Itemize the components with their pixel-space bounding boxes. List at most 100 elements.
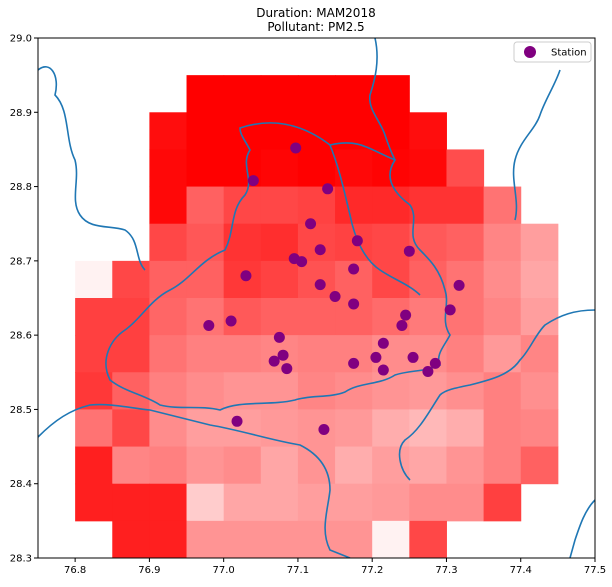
heatmap-cell	[520, 409, 559, 448]
heatmap-cell	[297, 335, 336, 373]
district-boundary-main	[105, 122, 451, 411]
heatmap-cell	[483, 483, 522, 522]
legend: Station	[513, 41, 592, 63]
station-point	[281, 363, 293, 375]
station-point	[296, 256, 308, 268]
heatmap-cell	[149, 372, 188, 410]
heatmap-cell	[335, 75, 373, 113]
heatmap-cell	[446, 186, 485, 225]
heatmap-cell	[409, 186, 447, 225]
plot-frame	[37, 37, 596, 559]
station-point	[322, 183, 334, 195]
heatmap-cell	[223, 75, 262, 113]
heatmap-cell	[372, 186, 410, 225]
station-point	[318, 423, 330, 435]
heatmap-cell	[149, 223, 188, 262]
heatmap-cell	[149, 446, 188, 485]
heatmap-cell	[446, 409, 485, 448]
heatmap-cell	[335, 186, 373, 225]
station-point	[377, 364, 389, 376]
y-tick-label: 28.3	[10, 554, 32, 565]
station-point	[329, 291, 341, 303]
heatmap-cell	[520, 372, 559, 410]
heatmap-cell	[260, 75, 299, 113]
heatmap-cell	[149, 186, 188, 225]
heatmap-cell	[149, 409, 188, 448]
heatmap-cell	[223, 520, 262, 558]
station-point	[247, 175, 259, 187]
heatmap-cell	[75, 409, 113, 448]
station-point	[314, 279, 326, 291]
station-point	[377, 337, 389, 349]
heatmap-cell	[112, 483, 150, 522]
heatmap-cell	[223, 335, 262, 373]
heatmap-cell	[446, 335, 485, 373]
heatmap-cell	[149, 260, 188, 299]
heatmap-cell	[483, 409, 522, 448]
y-tick-label: 28.9	[10, 108, 32, 119]
heatmap-cell	[520, 260, 559, 299]
station-point	[225, 315, 237, 327]
x-tick-label: 77.0	[213, 565, 235, 576]
heatmap-cell	[297, 372, 336, 410]
heatmap-cell	[112, 260, 150, 299]
heatmap-cell	[335, 483, 373, 522]
heatmap-cell	[186, 335, 225, 373]
heatmap-cell	[483, 335, 522, 373]
y-tick-label: 28.4	[10, 479, 32, 490]
chart-title-line-1: Duration: MAM2018	[256, 6, 375, 20]
heatmap-cell	[260, 372, 299, 410]
heatmap-cell	[335, 112, 373, 150]
station-point	[268, 355, 280, 367]
heatmap-cell	[372, 223, 410, 262]
y-tick-label: 29.0	[10, 34, 32, 45]
station-point	[351, 235, 363, 247]
heatmap-cell	[446, 446, 485, 485]
heatmap-cell	[260, 483, 299, 522]
heatmap-cell	[186, 520, 225, 558]
heatmap-cell	[409, 149, 447, 188]
heatmap-cell	[149, 520, 188, 558]
heatmap-cell	[223, 446, 262, 485]
plot-area	[38, 38, 595, 558]
heatmap-cell	[260, 260, 299, 299]
state-boundary-east-edge	[512, 69, 561, 221]
heatmap-cells	[75, 75, 559, 558]
legend-station-marker	[524, 46, 536, 58]
legend-station-label: Station	[551, 48, 587, 59]
heatmap-cell	[446, 372, 485, 410]
heatmap-cell	[186, 260, 225, 299]
heatmap-cell	[446, 223, 485, 262]
heatmap-cell	[75, 260, 113, 299]
station-point	[314, 244, 326, 256]
heatmap-cell	[260, 520, 299, 558]
heatmap-cell	[409, 483, 447, 522]
heatmap-cell	[112, 335, 150, 373]
heatmap-cell	[186, 186, 225, 225]
y-tick-label: 28.8	[10, 182, 32, 193]
heatmap-cell	[409, 520, 447, 558]
district-boundary-south	[38, 403, 351, 558]
station-point	[290, 142, 302, 154]
heatmap-cell	[186, 112, 225, 150]
heatmap-cell	[335, 446, 373, 485]
heatmap-cell	[149, 483, 188, 522]
heatmap-cell	[260, 298, 299, 336]
heatmap-cell	[75, 372, 113, 410]
heatmap-cell	[223, 112, 262, 150]
heatmap-cell	[186, 372, 225, 410]
heatmap-cell	[223, 186, 262, 225]
heatmap-cell	[75, 483, 113, 522]
heatmap-cell	[186, 223, 225, 262]
heatmap-cell	[520, 298, 559, 336]
heatmap-cell	[483, 223, 522, 262]
heatmap-cell	[75, 298, 113, 336]
heatmap-cell	[446, 298, 485, 336]
heatmap-cell	[409, 298, 447, 336]
station-point	[396, 319, 408, 331]
y-tick-label: 28.6	[10, 331, 32, 342]
heatmap-cell	[409, 409, 447, 448]
x-tick-label: 76.9	[138, 565, 160, 576]
x-tick-label: 77.4	[510, 565, 532, 576]
